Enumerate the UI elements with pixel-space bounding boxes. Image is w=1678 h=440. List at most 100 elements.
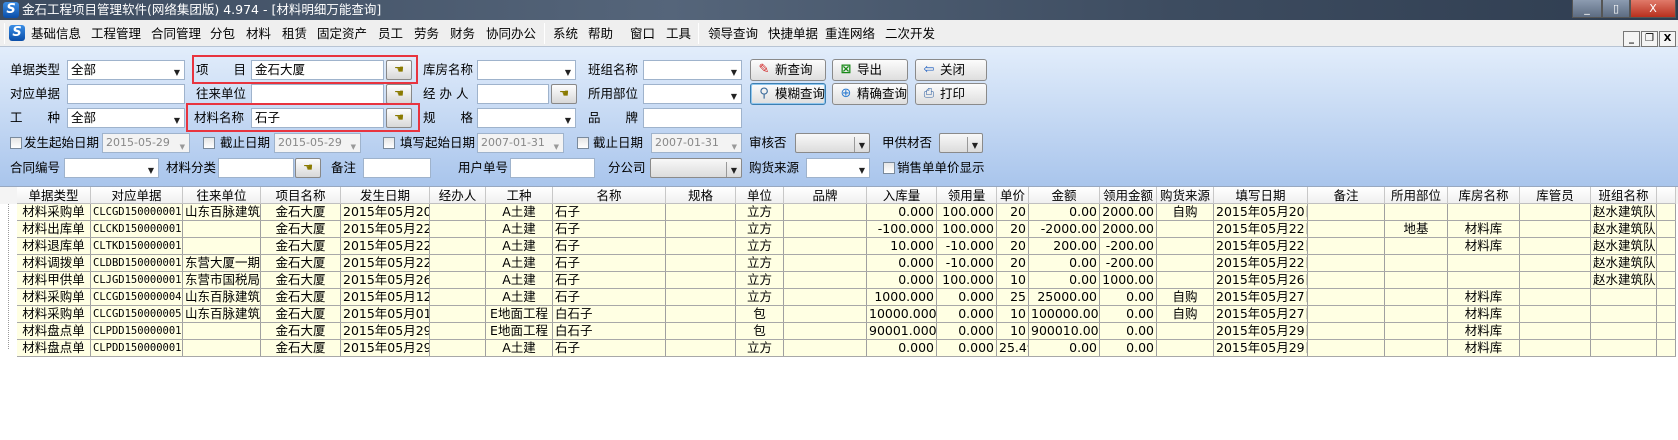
cell-spec[interactable]	[666, 323, 736, 339]
new-query-button[interactable]: ✎ 新查询	[750, 59, 826, 81]
cell-unit[interactable]: 立方	[736, 340, 784, 356]
cell-brand[interactable]	[784, 323, 867, 339]
cell-dept[interactable]	[1385, 238, 1448, 254]
cell-handler[interactable]	[430, 255, 486, 271]
cell-handler[interactable]	[430, 238, 486, 254]
menu-contract-mgmt[interactable]: 合同管理	[151, 26, 202, 41]
column-header-spec[interactable]: 规格	[666, 187, 736, 204]
fill-start-date[interactable]: 2007-01-31	[477, 133, 564, 153]
cell-team[interactable]	[1591, 306, 1657, 322]
cell-doc-type[interactable]: 材料甲供单	[17, 272, 91, 288]
fill-start-checkbox[interactable]	[383, 137, 395, 149]
cell-ref-doc[interactable]: CLPDD150000001	[93, 323, 183, 339]
cell-partner[interactable]	[183, 323, 261, 339]
cell-project[interactable]: 金石大厦	[261, 306, 341, 322]
cell-source[interactable]	[1157, 323, 1214, 339]
cell-extra[interactable]	[1657, 340, 1676, 356]
exact-query-button[interactable]: ⊕ 精确查询	[832, 83, 908, 105]
cell-in-qty[interactable]: 10.000	[867, 238, 937, 254]
cell-unit-price[interactable]: 20	[997, 255, 1029, 271]
table-row[interactable]: 材料调拨单CLDBD150000001东营大厦一期金石大厦2015年05月22日…	[17, 255, 1676, 272]
cell-extra[interactable]	[1657, 238, 1676, 254]
cell-out-qty[interactable]: 100.000	[937, 204, 997, 220]
cell-name[interactable]: 白石子	[553, 306, 666, 322]
cell-occur-date[interactable]: 2015年05月26日	[341, 272, 430, 288]
cell-source[interactable]	[1157, 221, 1214, 237]
cell-team[interactable]: 赵水建筑队	[1593, 204, 1657, 220]
cell-brand[interactable]	[784, 255, 867, 271]
cell-occur-date[interactable]: 2015年05月22日	[341, 238, 430, 254]
cell-trade[interactable]: A土建	[486, 289, 553, 305]
cell-dept[interactable]	[1385, 272, 1448, 288]
cell-ref-doc[interactable]: CLDBD150000001	[93, 255, 183, 271]
cell-keeper[interactable]	[1520, 204, 1591, 220]
cell-brand[interactable]	[784, 204, 867, 220]
mdi-close-button[interactable]: X	[1659, 31, 1676, 47]
menu-labor[interactable]: 劳务	[414, 26, 440, 41]
cell-name[interactable]: 石子	[553, 340, 666, 356]
cell-handler[interactable]	[430, 340, 486, 356]
cell-name[interactable]: 石子	[553, 204, 666, 220]
menu-basic-info[interactable]: 基础信息	[31, 26, 82, 41]
table-row[interactable]: 材料盘点单CLPDD150000001金石大厦2015年05月29日A土建石子立…	[17, 340, 1676, 357]
column-header-in-qty[interactable]: 入库量	[867, 187, 937, 204]
cell-warehouse[interactable]: 材料库	[1448, 323, 1520, 339]
cell-extra[interactable]	[1657, 255, 1676, 271]
cell-handler[interactable]	[430, 323, 486, 339]
cell-trade[interactable]: A土建	[486, 238, 553, 254]
print-button[interactable]: ⎙ 打印	[915, 83, 987, 105]
cell-team[interactable]	[1591, 289, 1657, 305]
fill-end-date[interactable]: 2007-01-31	[651, 133, 742, 153]
cell-remark[interactable]	[1308, 255, 1385, 271]
fill-end-checkbox[interactable]	[577, 137, 589, 149]
cell-partner[interactable]: 东营大厦一期	[185, 255, 261, 271]
cell-unit-price[interactable]: 10	[997, 272, 1029, 288]
cell-trade[interactable]: E地面工程	[486, 323, 553, 339]
cell-remark[interactable]	[1308, 238, 1385, 254]
column-header-out-amount[interactable]: 领用金额	[1100, 187, 1157, 204]
cell-occur-date[interactable]: 2015年05月22日	[341, 221, 430, 237]
cell-out-qty[interactable]: 0.000	[937, 323, 997, 339]
cell-warehouse[interactable]: 材料库	[1448, 221, 1520, 237]
cell-partner[interactable]	[183, 238, 261, 254]
cell-fill-date[interactable]: 2015年05月22日	[1216, 255, 1308, 271]
cell-extra[interactable]	[1657, 221, 1676, 237]
cell-partner[interactable]: 山东百脉建筑	[185, 289, 261, 305]
cell-trade[interactable]: A土建	[486, 340, 553, 356]
cell-occur-date[interactable]: 2015年05月12日	[341, 289, 430, 305]
cell-dept[interactable]: 地基	[1385, 221, 1448, 237]
project-input[interactable]: 金石大厦	[251, 60, 384, 80]
cell-brand[interactable]	[784, 221, 867, 237]
column-header-extra[interactable]	[1657, 187, 1676, 204]
cell-partner[interactable]: 山东百脉建筑	[185, 204, 261, 220]
cell-keeper[interactable]	[1520, 272, 1591, 288]
cell-fill-date[interactable]: 2015年05月26日	[1216, 272, 1308, 288]
cell-fill-date[interactable]: 2015年05月20日	[1216, 204, 1308, 220]
mdi-restore-button[interactable]: ❐	[1641, 31, 1658, 47]
cell-project[interactable]: 金石大厦	[261, 221, 341, 237]
cell-keeper[interactable]	[1520, 289, 1591, 305]
menu-staff[interactable]: 员工	[378, 26, 404, 41]
cell-warehouse[interactable]	[1448, 272, 1520, 288]
cell-out-amount[interactable]: 0.00	[1100, 323, 1157, 339]
occur-end-checkbox[interactable]	[203, 137, 215, 149]
cell-brand[interactable]	[784, 238, 867, 254]
cell-out-amount[interactable]: -200.00	[1100, 255, 1157, 271]
cell-in-qty[interactable]: 0.000	[867, 340, 937, 356]
cell-unit-price[interactable]: 10	[997, 306, 1029, 322]
cell-name[interactable]: 石子	[553, 221, 666, 237]
cell-out-amount[interactable]: 0.00	[1100, 289, 1157, 305]
cell-extra[interactable]	[1657, 323, 1676, 339]
cell-team[interactable]: 赵水建筑队	[1593, 255, 1657, 271]
cell-project[interactable]: 金石大厦	[261, 204, 341, 220]
table-row[interactable]: 材料甲供单CLJGD150000001东营市国税局金石大厦2015年05月26日…	[17, 272, 1676, 289]
menu-dev[interactable]: 二次开发	[885, 26, 936, 41]
cell-out-qty[interactable]: 100.000	[937, 221, 997, 237]
fuzzy-query-button[interactable]: ⚲ 模糊查询	[750, 83, 826, 105]
cell-in-qty[interactable]: -100.000	[867, 221, 937, 237]
menu-reconnect[interactable]: 重连网络	[825, 26, 876, 41]
cell-in-qty[interactable]: 0.000	[867, 272, 937, 288]
export-button[interactable]: ⊠ 导出	[832, 59, 908, 81]
table-row[interactable]: 材料盘点单CLPDD150000001金石大厦2015年05月29日E地面工程白…	[17, 323, 1676, 340]
column-header-ref-doc[interactable]: 对应单据	[91, 187, 183, 204]
